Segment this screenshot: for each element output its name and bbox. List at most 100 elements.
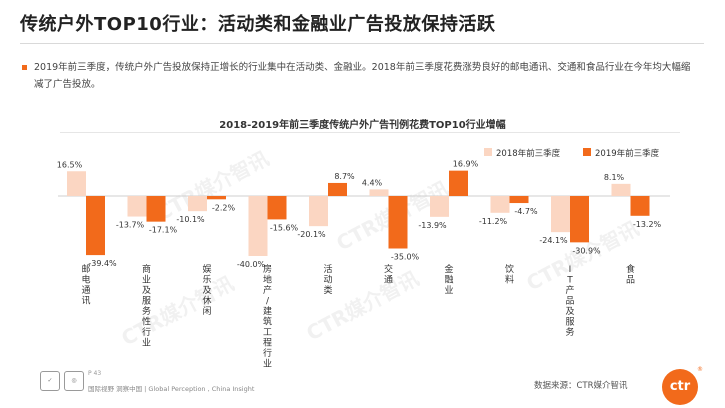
category-label-char: 金 <box>444 263 453 275</box>
category-label: 活动类 <box>323 263 332 296</box>
data-label: -30.9% <box>572 246 601 255</box>
bar-2018 <box>309 196 328 227</box>
category-label-char: 程 <box>263 338 272 349</box>
category-label-char: 通 <box>81 285 90 296</box>
data-label: -13.7% <box>116 221 145 230</box>
data-label: -24.1% <box>539 236 568 245</box>
data-label: -4.7% <box>514 207 538 216</box>
data-label: -13.2% <box>633 220 662 229</box>
data-label: 4.4% <box>362 178 383 187</box>
badge-icon: ◎ <box>64 371 84 391</box>
category-label: I T 产品及服务 <box>565 265 574 338</box>
bar-2018 <box>248 196 268 256</box>
category-label: 饮料 <box>505 263 514 286</box>
category-label-char: 业 <box>142 338 151 349</box>
category-label-char: 及 <box>142 285 151 296</box>
category-label-char: 地 <box>263 274 272 286</box>
category-label-char: 产 <box>263 284 272 296</box>
bar-2019 <box>328 182 347 196</box>
category-label-char: 品 <box>565 296 574 307</box>
registered-mark: ® <box>697 366 703 373</box>
data-label: 8.7% <box>334 172 355 181</box>
legend-swatch <box>484 148 492 156</box>
bar-2019 <box>86 196 105 256</box>
bullet-marker <box>22 65 27 70</box>
bar-2019 <box>146 196 166 222</box>
category-label-char: 活 <box>323 263 332 275</box>
category-label-char: 讯 <box>81 296 90 307</box>
category-label-char: 乐 <box>202 274 211 286</box>
category-label-char: 饮 <box>505 263 514 275</box>
category-label-char: 务 <box>565 326 574 338</box>
certification-icon: ✓ <box>40 371 60 391</box>
data-label: -10.1% <box>176 215 205 224</box>
category-label-char: 行 <box>263 347 272 359</box>
bar-2018 <box>551 196 570 233</box>
legend-label: 2019年前三季度 <box>595 148 660 159</box>
data-label: -17.1% <box>149 226 178 235</box>
data-label: -35.0% <box>391 253 420 262</box>
category-label-char: 服 <box>142 296 151 307</box>
bar-2018 <box>430 196 449 217</box>
bar-2018 <box>369 189 389 196</box>
category-label-char: 服 <box>565 317 574 328</box>
category-label: 金融业 <box>444 263 453 296</box>
chart-title-divider <box>60 132 680 133</box>
category-label-char: 通 <box>384 275 393 286</box>
data-label: -15.6% <box>270 223 299 232</box>
legend-swatch <box>583 148 591 156</box>
category-label-char: 电 <box>81 274 90 286</box>
bar-2019 <box>449 170 468 196</box>
bar-2019 <box>267 196 287 220</box>
category-label-char: 食 <box>626 263 635 275</box>
category-label-char: 闲 <box>202 306 211 317</box>
category-label-char: 融 <box>444 275 453 286</box>
category-label-char: 房 <box>263 263 272 275</box>
category-label-char: 休 <box>202 295 211 307</box>
category-label: 邮电通讯 <box>81 263 90 307</box>
data-label: -2.2% <box>212 203 236 212</box>
page-title: 传统户外TOP10行业：活动类和金融业广告投放保持活跃 <box>20 14 496 35</box>
category-label-char: 品 <box>626 275 635 286</box>
bar-2019 <box>207 196 226 200</box>
data-label: 16.9% <box>453 160 479 169</box>
data-label: 16.5% <box>57 160 83 169</box>
category-label-char: T <box>566 276 573 286</box>
category-label-char: 业 <box>142 275 151 286</box>
category-label-char: 交 <box>384 263 393 275</box>
bar-2018 <box>611 183 631 196</box>
category-label-char: 业 <box>263 359 272 370</box>
bar-2018 <box>67 171 86 196</box>
bar-2019 <box>570 196 589 243</box>
data-label: -20.1% <box>297 230 326 239</box>
legend-label: 2018年前三季度 <box>496 148 561 159</box>
data-label: -39.4% <box>88 259 117 268</box>
bar-2018 <box>490 196 510 213</box>
bar-2018 <box>127 196 147 217</box>
data-label: -11.2% <box>479 217 508 226</box>
category-label-char: / <box>266 297 270 307</box>
bar-2019 <box>509 196 529 204</box>
data-label: -40.0% <box>237 260 266 269</box>
data-label: 8.1% <box>604 173 625 182</box>
ctr-logo: ctr <box>662 369 698 405</box>
data-source: 数据来源：CTR媒介智讯 <box>534 381 628 391</box>
category-label-char: 建 <box>263 305 272 317</box>
title-divider <box>20 43 704 44</box>
category-label: 食品 <box>626 263 635 286</box>
chart-title: 2018-2019年前三季度传统户外广告刊例花费TOP10行业增幅 <box>219 120 506 131</box>
bar-2019 <box>388 196 408 249</box>
category-label-char: 业 <box>444 285 453 296</box>
bar-2018 <box>188 196 207 212</box>
category-label-char: 筑 <box>263 316 272 328</box>
category-label-char: 动 <box>323 275 332 286</box>
category-label-char: 类 <box>323 284 332 296</box>
category-label-char: 产 <box>565 284 574 296</box>
category-label: 商业及服务性行业 <box>142 263 151 349</box>
category-label: 娱乐及休闲 <box>202 263 211 317</box>
category-label-char: 及 <box>565 306 574 317</box>
category-label-char: I <box>569 265 572 275</box>
category-label-char: 商 <box>142 263 151 275</box>
category-label-char: 娱 <box>202 263 211 275</box>
